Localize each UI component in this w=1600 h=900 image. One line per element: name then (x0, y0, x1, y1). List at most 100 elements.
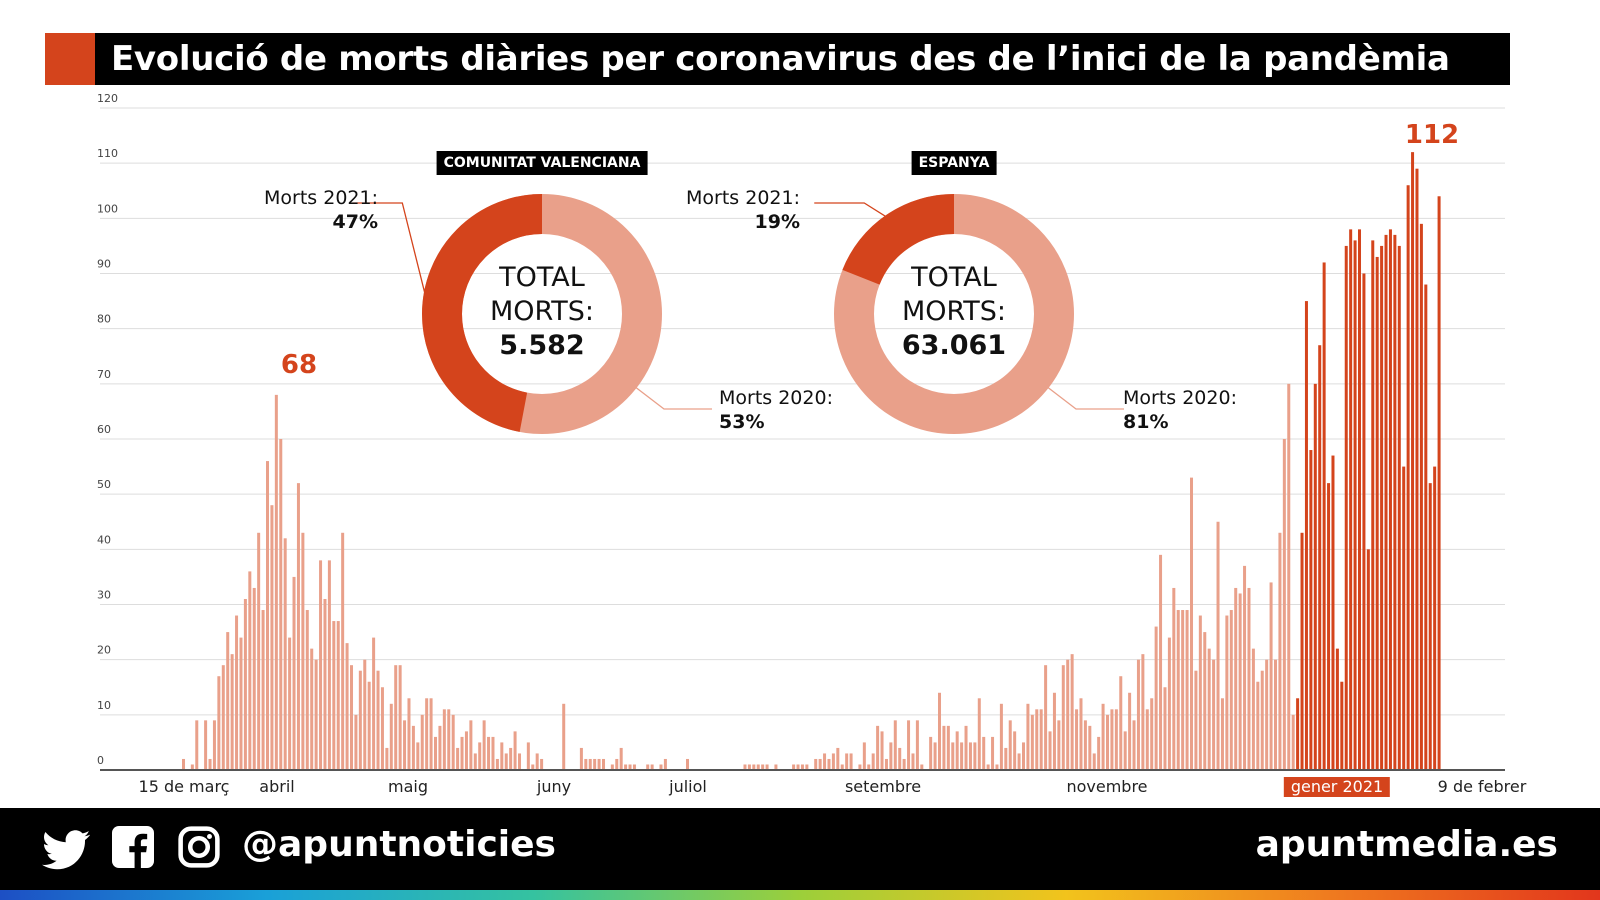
bar (659, 764, 663, 770)
bar (597, 758, 601, 770)
bar (1424, 284, 1428, 770)
bar (1172, 587, 1176, 770)
bar (1322, 262, 1326, 770)
bar (1008, 720, 1012, 770)
bar (831, 753, 835, 770)
bar (513, 731, 517, 770)
bar (195, 720, 199, 770)
bar (562, 703, 566, 770)
bar (491, 736, 495, 770)
donut-center-espanya: TOTAL MORTS: 63.061 (902, 261, 1006, 363)
bar (248, 571, 252, 770)
bar (182, 758, 186, 770)
bar (257, 532, 261, 770)
bar (1318, 345, 1322, 770)
bar (588, 758, 592, 770)
bar (646, 764, 650, 770)
bar (314, 659, 318, 770)
website-link[interactable]: apuntmedia.es (1255, 824, 1558, 865)
bar (1397, 245, 1401, 770)
bar (292, 576, 296, 770)
bar (319, 560, 323, 770)
bar (1079, 698, 1083, 770)
bar (849, 753, 853, 770)
bar (1291, 714, 1295, 770)
bar (323, 598, 327, 770)
total-value: 63.061 (901, 330, 1007, 361)
bar (615, 758, 619, 770)
x-label: novembre (1066, 777, 1148, 796)
bar (1190, 477, 1194, 770)
bar (929, 736, 933, 770)
bar (1141, 654, 1145, 770)
bar (243, 598, 247, 770)
bar (1004, 747, 1008, 770)
bar (1132, 720, 1136, 770)
y-tick-label: 120 (97, 92, 118, 105)
bar (1052, 692, 1056, 770)
bar (800, 764, 804, 770)
bar (915, 720, 919, 770)
donut-center-cv: TOTAL MORTS: 5.582 (490, 261, 594, 363)
center-line2: MORTS: (901, 296, 1007, 327)
bar (814, 758, 818, 770)
bar (1309, 450, 1313, 770)
bar (1238, 593, 1242, 770)
x-label: juliol (669, 777, 707, 796)
bar (1128, 692, 1132, 770)
bar (438, 725, 442, 770)
bar (1035, 709, 1039, 770)
bar (1366, 549, 1370, 770)
bar (336, 621, 340, 770)
label-2020-cv: Morts 2020: 53% (719, 386, 833, 434)
instagram-icon[interactable] (178, 826, 220, 868)
bar (367, 681, 371, 770)
bar (1296, 698, 1300, 770)
leader-line-2021 (352, 202, 428, 304)
bar (845, 753, 849, 770)
x-label: setembre (844, 777, 922, 796)
bar (898, 747, 902, 770)
bar (632, 764, 636, 770)
y-tick-label: 80 (97, 313, 111, 326)
bar (473, 753, 477, 770)
y-tick-label: 20 (97, 644, 111, 657)
twitter-icon[interactable] (42, 830, 90, 870)
bar (1070, 654, 1074, 770)
bar (469, 720, 473, 770)
bar (518, 753, 522, 770)
bar (818, 758, 822, 770)
x-label: juny (536, 777, 572, 796)
bar (288, 637, 292, 770)
x-label: maig (388, 777, 428, 796)
bar (1185, 610, 1189, 770)
bar (858, 764, 862, 770)
bar (403, 720, 407, 770)
bar (1269, 582, 1273, 770)
bar (345, 643, 349, 770)
bar (893, 720, 897, 770)
label-2021-cv: Morts 2021: 47% (264, 186, 378, 234)
bar (190, 764, 194, 770)
bar (986, 764, 990, 770)
social-handle[interactable]: @apuntnoticies (242, 824, 556, 865)
bar (434, 736, 438, 770)
bar (774, 764, 778, 770)
bar (1375, 256, 1379, 770)
bar (836, 747, 840, 770)
bar (217, 676, 221, 770)
pct-2021: 19% (754, 211, 800, 233)
bar (425, 698, 429, 770)
bar (1274, 659, 1278, 770)
center-line2: MORTS: (489, 296, 595, 327)
facebook-icon[interactable] (112, 826, 154, 868)
y-tick-label: 50 (97, 478, 111, 491)
label-text: Morts 2021: (264, 187, 378, 209)
bar (1216, 521, 1220, 770)
bar (765, 764, 769, 770)
bar (221, 665, 225, 770)
bar (805, 764, 809, 770)
bar (1406, 185, 1410, 770)
x-label-highlight: gener 2021 (1283, 777, 1391, 797)
bar (230, 654, 234, 770)
